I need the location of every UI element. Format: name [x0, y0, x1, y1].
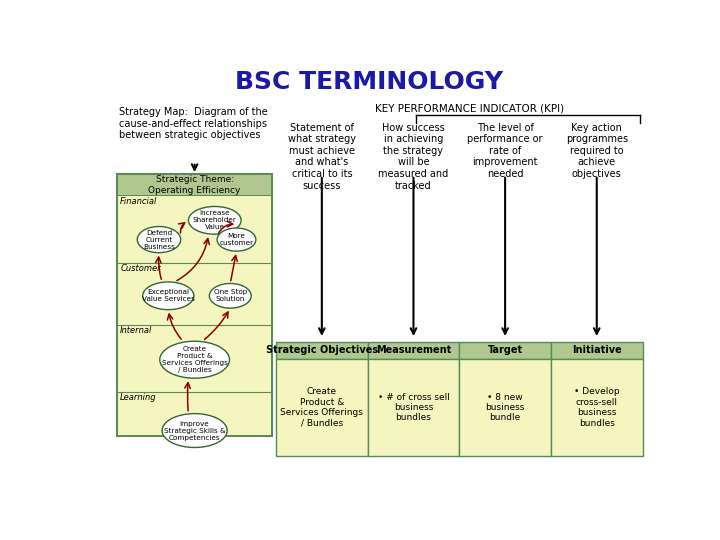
- Text: Create
Product &
Services Offerings
/ Bundles: Create Product & Services Offerings / Bu…: [280, 387, 364, 428]
- Text: Increase
Shareholder
Value: Increase Shareholder Value: [193, 211, 237, 231]
- Ellipse shape: [138, 226, 181, 253]
- FancyBboxPatch shape: [118, 176, 271, 194]
- Text: • Develop
cross-sell
business
bundles: • Develop cross-sell business bundles: [574, 387, 620, 428]
- FancyBboxPatch shape: [276, 342, 368, 359]
- Text: Initiative: Initiative: [572, 346, 621, 355]
- FancyBboxPatch shape: [117, 174, 272, 436]
- Ellipse shape: [210, 284, 251, 308]
- Ellipse shape: [160, 341, 230, 378]
- Text: Internal: Internal: [120, 326, 153, 335]
- Text: Key action
programmes
required to
achieve
objectives: Key action programmes required to achiev…: [566, 123, 628, 179]
- FancyBboxPatch shape: [551, 359, 642, 456]
- Text: Statement of
what strategy
must achieve
and what's
critical to its
success: Statement of what strategy must achieve …: [288, 123, 356, 191]
- Text: • # of cross sell
business
bundles: • # of cross sell business bundles: [377, 393, 449, 422]
- Text: Target: Target: [487, 346, 523, 355]
- FancyBboxPatch shape: [551, 342, 642, 359]
- Text: Exceptional
Value Services: Exceptional Value Services: [142, 289, 194, 302]
- Text: Strategic Objectives: Strategic Objectives: [266, 346, 378, 355]
- Text: Defend
Current
Business: Defend Current Business: [143, 230, 175, 249]
- Text: One Stop
Solution: One Stop Solution: [214, 289, 247, 302]
- FancyBboxPatch shape: [118, 195, 271, 435]
- FancyBboxPatch shape: [368, 359, 459, 456]
- FancyBboxPatch shape: [368, 342, 459, 359]
- Text: How success
in achieving
the strategy
will be
measured and
tracked: How success in achieving the strategy wi…: [378, 123, 449, 191]
- Text: Create
Product &
Services Offerings
/ Bundles: Create Product & Services Offerings / Bu…: [162, 346, 228, 373]
- FancyBboxPatch shape: [459, 342, 551, 359]
- Text: Learning: Learning: [120, 393, 157, 402]
- Text: Financial: Financial: [120, 197, 158, 206]
- FancyBboxPatch shape: [276, 359, 368, 456]
- Text: More
customer: More customer: [220, 233, 253, 246]
- FancyBboxPatch shape: [459, 359, 551, 456]
- Text: Customer: Customer: [120, 265, 161, 273]
- Text: KEY PERFORMANCE INDICATOR (KPI): KEY PERFORMANCE INDICATOR (KPI): [375, 104, 564, 114]
- Text: • 8 new
business
bundle: • 8 new business bundle: [485, 393, 525, 422]
- Ellipse shape: [217, 228, 256, 251]
- Text: BSC TERMINOLOGY: BSC TERMINOLOGY: [235, 70, 503, 94]
- Text: Strategic Theme:
Operating Efficiency: Strategic Theme: Operating Efficiency: [148, 175, 240, 194]
- Text: Improve
Strategic Skills &
Competencies: Improve Strategic Skills & Competencies: [163, 421, 225, 441]
- Ellipse shape: [189, 206, 241, 234]
- Ellipse shape: [162, 414, 228, 448]
- Ellipse shape: [143, 282, 194, 309]
- Text: The level of
performance or
rate of
improvement
needed: The level of performance or rate of impr…: [467, 123, 543, 179]
- Text: Strategy Map:  Diagram of the
cause-and-effect relationships
between strategic o: Strategy Map: Diagram of the cause-and-e…: [120, 107, 268, 140]
- Text: Measurement: Measurement: [376, 346, 451, 355]
